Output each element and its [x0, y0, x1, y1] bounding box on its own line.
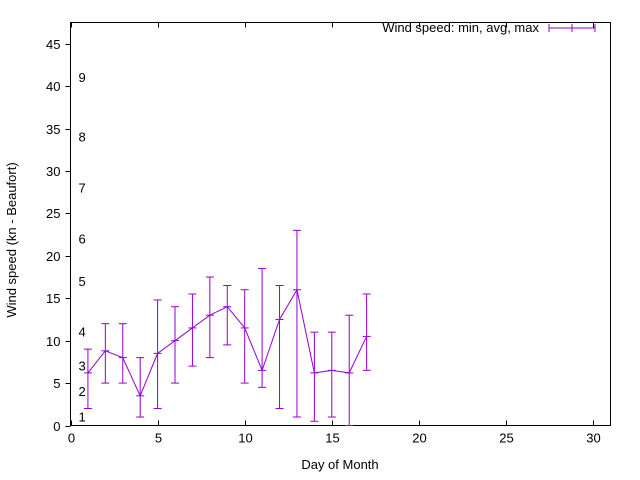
y-tick-label: 45 — [46, 37, 60, 52]
y-tick-label: 25 — [46, 206, 60, 221]
y-tick-label: 30 — [46, 164, 60, 179]
plot-frame — [70, 22, 611, 426]
x-tick-label: 0 — [68, 431, 75, 446]
beaufort-label: 4 — [79, 325, 86, 340]
beaufort-label: 9 — [79, 70, 86, 85]
beaufort-label: 3 — [79, 359, 86, 374]
chart-legend: Wind speed: min, avg, max — [382, 20, 596, 35]
beaufort-scale-labels: 1 2 3 4 5 6 7 8 9 — [79, 70, 86, 424]
beaufort-label: 8 — [79, 130, 86, 145]
avg-line — [87, 288, 368, 398]
y-tick-label: 35 — [46, 122, 60, 137]
x-axis-title: Day of Month — [301, 457, 378, 472]
x-tick-label: 30 — [586, 431, 600, 446]
beaufort-label: 7 — [79, 180, 86, 195]
error-bar — [275, 285, 284, 410]
legend-symbol — [548, 24, 596, 32]
beaufort-label: 6 — [79, 231, 86, 246]
y-axis-title: Wind speed (kn - Beaufort) — [4, 162, 19, 317]
data-series-group — [83, 229, 371, 426]
x-tick-label: 20 — [412, 431, 426, 446]
beaufort-label: 2 — [79, 384, 86, 399]
y-tick-label: 10 — [46, 334, 60, 349]
plot-border — [70, 22, 611, 426]
beaufort-label: 1 — [79, 410, 86, 425]
x-tick-label: 5 — [155, 431, 162, 446]
error-bar — [362, 293, 371, 371]
y-tick-label: 20 — [46, 249, 60, 264]
error-bar — [188, 293, 197, 367]
y-tick-label: 5 — [53, 376, 60, 391]
error-bar — [101, 323, 110, 384]
legend-label: Wind speed: min, avg, max — [382, 20, 539, 35]
y-axis-ticks: 0 5 10 15 20 25 30 35 40 45 — [46, 37, 71, 434]
y-tick-label: 40 — [46, 79, 60, 94]
y-tick-label: 0 — [53, 419, 60, 434]
y-tick-label: 15 — [46, 291, 60, 306]
beaufort-label: 5 — [79, 274, 86, 289]
x-tick-label: 15 — [325, 431, 339, 446]
x-tick-label: 10 — [238, 431, 252, 446]
x-tick-label: 25 — [499, 431, 513, 446]
x-axis-ticks: 0 5 10 15 20 25 30 — [68, 22, 601, 446]
